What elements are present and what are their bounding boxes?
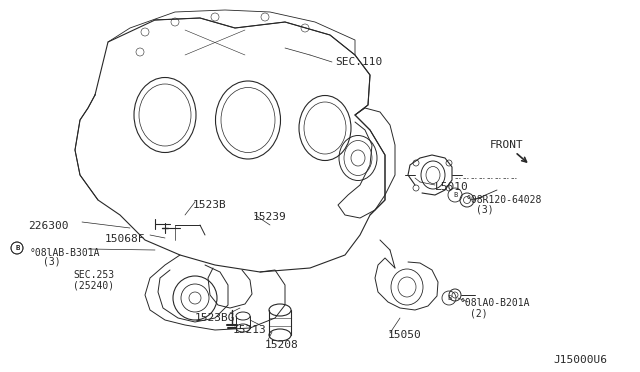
Text: B: B (453, 192, 457, 198)
Text: 15068F: 15068F (105, 234, 145, 244)
Text: 15208: 15208 (265, 340, 299, 350)
Text: B: B (15, 245, 19, 251)
Text: 1523BG: 1523BG (195, 313, 236, 323)
Text: 15213: 15213 (233, 325, 267, 335)
Text: (25240): (25240) (73, 280, 114, 290)
Text: °08lA0-B201A: °08lA0-B201A (460, 298, 531, 308)
Text: B: B (15, 245, 19, 251)
Text: L5010: L5010 (435, 182, 468, 192)
Text: 1523B: 1523B (193, 200, 227, 210)
Text: 226300: 226300 (28, 221, 68, 231)
Text: °08lAB-B301A: °08lAB-B301A (30, 248, 100, 258)
Text: °08R120-64028: °08R120-64028 (466, 195, 542, 205)
Text: B: B (447, 295, 451, 301)
Text: FRONT: FRONT (490, 140, 524, 150)
Text: (3): (3) (476, 205, 493, 215)
Text: SEC.110: SEC.110 (335, 57, 382, 67)
Text: (2): (2) (470, 308, 488, 318)
Text: 15239: 15239 (253, 212, 287, 222)
Text: (3): (3) (43, 257, 61, 267)
Text: J15000U6: J15000U6 (553, 355, 607, 365)
Text: SEC.253: SEC.253 (73, 270, 114, 280)
Text: 15050: 15050 (388, 330, 422, 340)
